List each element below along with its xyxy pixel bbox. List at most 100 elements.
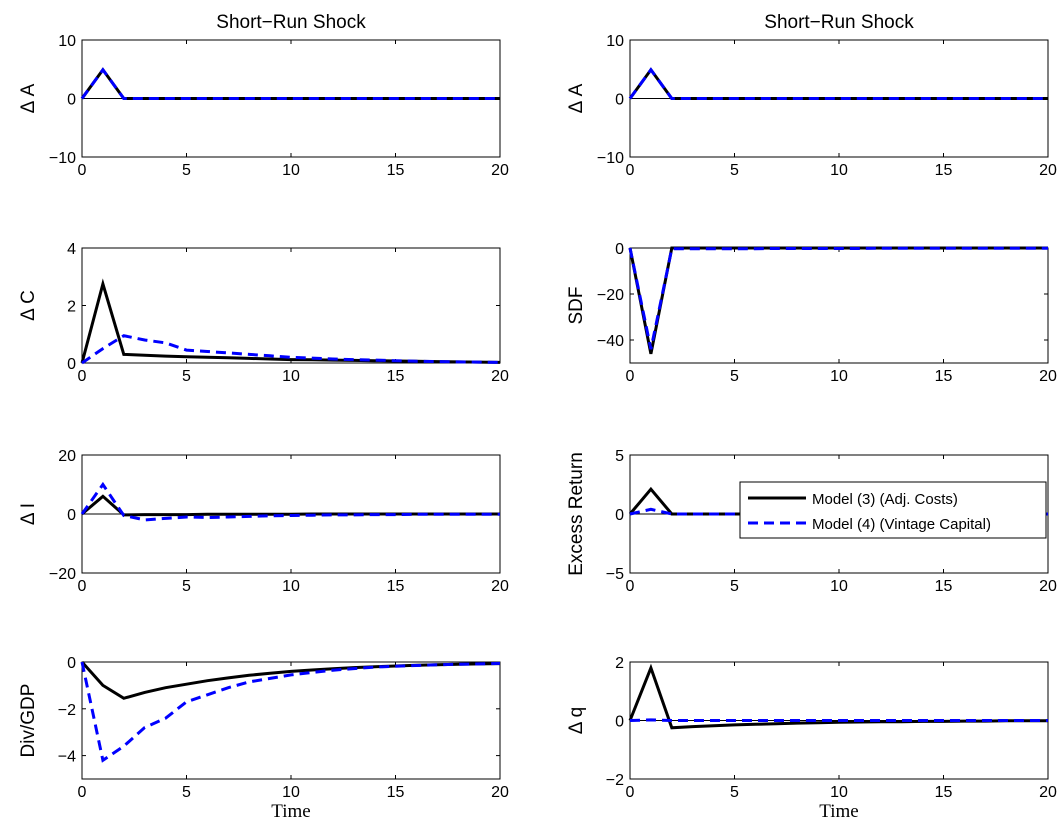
x-tick-label: 0 bbox=[626, 578, 635, 595]
panel-title: Short−Run Shock bbox=[764, 12, 914, 33]
axes-box bbox=[81, 247, 501, 364]
y-tick-label: 0 bbox=[615, 92, 624, 109]
x-tick-label: 0 bbox=[626, 368, 635, 385]
y-tick-label: 0 bbox=[615, 714, 624, 731]
x-tick-label: 15 bbox=[935, 578, 953, 595]
x-tick-label: 10 bbox=[282, 784, 300, 801]
y-tick-label: −4 bbox=[58, 749, 76, 766]
x-tick-label: 0 bbox=[78, 578, 87, 595]
x-tick-label: 10 bbox=[830, 578, 848, 595]
y-tick-label: −10 bbox=[597, 150, 624, 167]
x-tick-label: 20 bbox=[1039, 578, 1057, 595]
y-tick-label: 2 bbox=[615, 655, 624, 672]
x-tick-label: 10 bbox=[282, 578, 300, 595]
series-line-1 bbox=[80, 67, 500, 100]
y-tick-label: 20 bbox=[58, 448, 76, 465]
y-tick-label: −10 bbox=[49, 150, 76, 167]
panel-6: 0 5 10 15 20 −4 −2 0 Div/GDP Time bbox=[18, 655, 509, 822]
x-tick-label: 10 bbox=[282, 162, 300, 179]
legend-label-1: Model (4) (Vintage Capital) bbox=[812, 516, 991, 533]
y-tick-label: 0 bbox=[67, 507, 76, 524]
y-tick-label: 0 bbox=[67, 356, 76, 373]
axes-box bbox=[629, 247, 1049, 364]
x-tick-label: 5 bbox=[730, 368, 739, 385]
x-tick-label: 5 bbox=[182, 368, 191, 385]
x-tick-label: 5 bbox=[730, 578, 739, 595]
y-axis-label: Δ I bbox=[18, 503, 39, 525]
y-tick-label: −20 bbox=[49, 566, 76, 583]
x-tick-label: 15 bbox=[935, 162, 953, 179]
y-tick-label: 10 bbox=[58, 33, 76, 50]
y-tick-label: 0 bbox=[615, 241, 624, 258]
panel-title: Short−Run Shock bbox=[216, 12, 366, 33]
legend-label-0: Model (3) (Adj. Costs) bbox=[812, 491, 958, 508]
x-tick-label: 15 bbox=[935, 784, 953, 801]
y-axis-label: Δ q bbox=[566, 707, 587, 735]
x-tick-label: 5 bbox=[182, 162, 191, 179]
x-tick-label: 0 bbox=[78, 162, 87, 179]
y-tick-label: −2 bbox=[606, 772, 624, 789]
x-tick-label: 10 bbox=[830, 162, 848, 179]
y-axis-label: Div/GDP bbox=[18, 684, 39, 758]
series-line-1 bbox=[80, 661, 501, 763]
x-tick-label: 0 bbox=[78, 784, 87, 801]
x-tick-label: 10 bbox=[282, 368, 300, 385]
x-tick-label: 5 bbox=[182, 784, 191, 801]
series-line-1 bbox=[81, 334, 501, 365]
x-tick-label: 15 bbox=[387, 578, 405, 595]
x-tick-label: 20 bbox=[491, 784, 509, 801]
panel-2: 0 5 10 15 20 0 2 4 Δ C bbox=[18, 241, 509, 385]
y-tick-label: 4 bbox=[67, 241, 76, 258]
y-tick-label: 5 bbox=[615, 448, 624, 465]
series-line-1 bbox=[628, 67, 1048, 100]
y-axis-label: SDF bbox=[566, 287, 587, 325]
series-line-1 bbox=[629, 718, 1048, 722]
x-tick-label: 15 bbox=[935, 368, 953, 385]
y-axis-label: Δ A bbox=[18, 83, 39, 113]
x-axis-label: Time bbox=[271, 801, 310, 822]
x-tick-label: 10 bbox=[830, 368, 848, 385]
x-axis-label: Time bbox=[819, 801, 858, 822]
y-tick-label: −2 bbox=[58, 702, 76, 719]
x-tick-label: 20 bbox=[491, 162, 509, 179]
x-tick-label: 20 bbox=[491, 578, 509, 595]
x-tick-label: 15 bbox=[387, 368, 405, 385]
x-tick-label: 0 bbox=[626, 784, 635, 801]
y-tick-label: −40 bbox=[597, 333, 624, 350]
x-tick-label: 5 bbox=[730, 162, 739, 179]
series-line-1 bbox=[80, 481, 500, 522]
x-tick-label: 20 bbox=[491, 368, 509, 385]
y-tick-label: 0 bbox=[67, 92, 76, 109]
y-axis-label: Δ A bbox=[566, 83, 587, 113]
y-axis-label: Excess Return bbox=[566, 452, 587, 576]
y-tick-label: 0 bbox=[615, 507, 624, 524]
x-tick-label: 15 bbox=[387, 162, 405, 179]
y-tick-label: −20 bbox=[597, 287, 624, 304]
axes-box bbox=[81, 661, 501, 780]
x-tick-label: 5 bbox=[182, 578, 191, 595]
panel-3: 0 5 10 15 20 −40 −20 0 SDF bbox=[566, 241, 1057, 385]
x-tick-label: 20 bbox=[1039, 162, 1057, 179]
x-tick-label: 15 bbox=[387, 784, 405, 801]
series-line-0 bbox=[628, 663, 1048, 730]
x-tick-label: 20 bbox=[1039, 784, 1057, 801]
legend: Model (3) (Adj. Costs) Model (4) (Vintage… bbox=[739, 481, 1047, 539]
y-tick-label: 0 bbox=[67, 655, 76, 672]
series-line-1 bbox=[628, 246, 1048, 350]
x-tick-label: 0 bbox=[78, 368, 87, 385]
legend-box bbox=[739, 481, 1047, 539]
y-axis-label: Δ C bbox=[18, 290, 39, 321]
y-tick-label: 2 bbox=[67, 299, 76, 316]
x-tick-label: 20 bbox=[1039, 368, 1057, 385]
x-tick-label: 0 bbox=[626, 162, 635, 179]
y-tick-label: −5 bbox=[606, 566, 624, 583]
x-tick-label: 5 bbox=[730, 784, 739, 801]
x-tick-label: 10 bbox=[830, 784, 848, 801]
y-tick-label: 10 bbox=[606, 33, 624, 50]
